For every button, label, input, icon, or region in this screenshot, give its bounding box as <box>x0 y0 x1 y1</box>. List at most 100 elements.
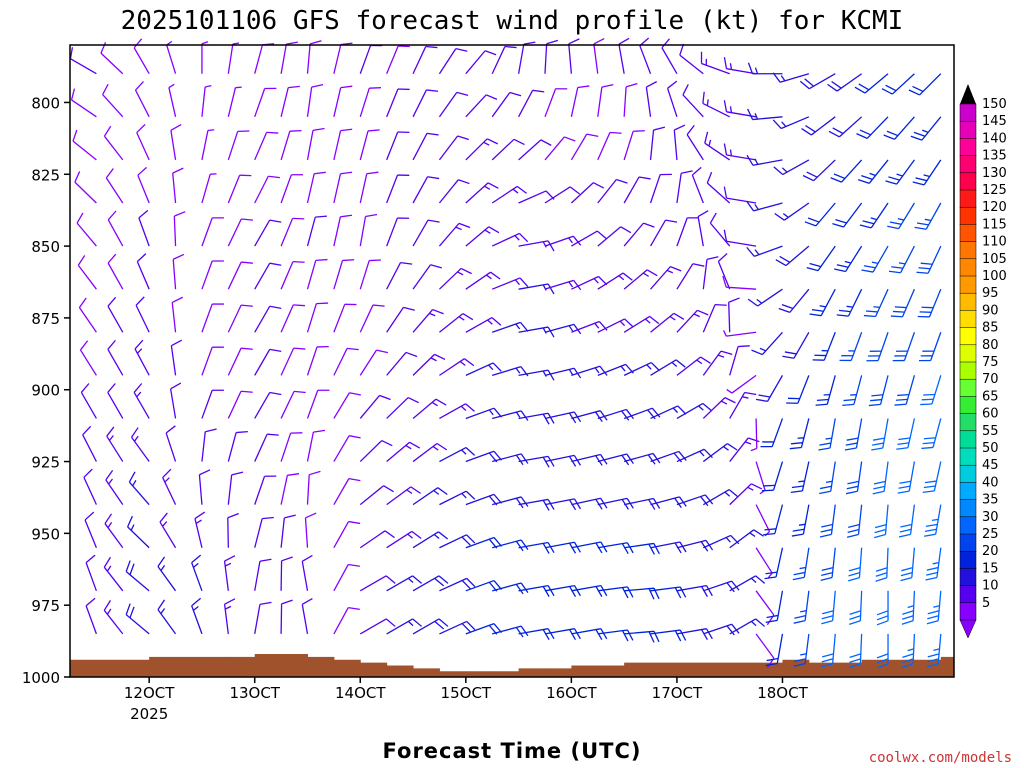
barb-flag <box>738 345 750 348</box>
barb-flag <box>135 296 145 306</box>
x-axis-label: Forecast Time (UTC) <box>383 739 642 763</box>
barb-flag <box>172 253 185 260</box>
barb-half-flag <box>488 409 494 416</box>
barb-staff <box>254 305 271 333</box>
barb-half-flag <box>594 322 600 329</box>
barb-staff <box>726 197 757 204</box>
wind-barb <box>623 82 638 117</box>
barb-half-flag <box>205 85 212 88</box>
barb-flag <box>609 131 622 134</box>
wind-barb <box>926 633 942 668</box>
wind-barb <box>570 182 605 204</box>
barb-staff <box>306 303 317 333</box>
barb-flag <box>412 618 423 627</box>
barb-staff <box>254 561 261 591</box>
barb-flag <box>595 455 603 466</box>
colorbar-label: 30 <box>982 510 999 525</box>
wind-barb <box>544 541 581 554</box>
barb-flag <box>466 621 476 631</box>
barb-staff <box>728 302 731 333</box>
barb-flag <box>129 563 135 575</box>
barb-flag <box>876 663 889 669</box>
wind-barb <box>359 87 382 118</box>
barb-flag <box>895 398 908 401</box>
barb-flag <box>804 221 817 227</box>
y-tick-label: 1000 <box>22 669 60 687</box>
barb-half-flag <box>514 235 520 241</box>
barb-flag <box>461 623 471 633</box>
barb-flag <box>731 623 740 634</box>
wind-barb <box>227 304 253 333</box>
barb-flag <box>848 567 861 572</box>
barb-flag <box>569 586 577 597</box>
wind-barb <box>650 312 685 333</box>
x-tick-label: 14OCT <box>335 684 386 702</box>
wind-barb <box>544 628 581 641</box>
barb-flag <box>577 85 590 89</box>
wind-barb <box>723 186 757 204</box>
barb-flag <box>569 186 580 195</box>
credit-text: coolwx.com/models <box>869 750 1012 766</box>
barb-flag <box>465 403 475 412</box>
barb-flag <box>458 222 471 229</box>
barb-flag <box>888 176 900 181</box>
wind-barb <box>171 296 184 333</box>
barb-flag <box>697 210 709 218</box>
barb-flag <box>871 394 884 397</box>
barb-flag <box>384 530 395 539</box>
barb-staff <box>359 349 377 376</box>
barb-flag <box>340 214 353 218</box>
terrain-segment <box>96 659 124 677</box>
wind-barb <box>859 202 889 229</box>
barb-flag <box>385 618 396 627</box>
barb-staff <box>134 89 150 118</box>
barb-flag <box>646 269 658 277</box>
wind-barb <box>901 633 916 669</box>
barb-staff <box>386 88 399 118</box>
barb-staff <box>624 497 654 506</box>
barb-flag <box>790 490 803 494</box>
barb-flag <box>848 523 860 528</box>
barb-staff <box>412 219 429 247</box>
wind-barb <box>597 272 633 290</box>
wind-barb <box>821 633 836 668</box>
barb-flag <box>726 443 738 451</box>
wind-barb <box>412 618 449 635</box>
barb-flag <box>849 658 861 664</box>
wind-barb <box>702 397 736 419</box>
barb-flag <box>492 362 502 372</box>
barb-flag <box>900 523 912 528</box>
barb-half-flag <box>224 562 232 567</box>
wind-barb <box>861 245 889 273</box>
barb-staff <box>676 263 694 290</box>
barb-flag <box>595 629 603 641</box>
barb-staff <box>107 305 124 333</box>
barb-flag <box>301 597 313 605</box>
barb-flag <box>487 182 499 189</box>
barb-flag <box>72 129 78 142</box>
barb-staff <box>70 58 97 75</box>
barb-staff <box>100 52 124 75</box>
wind-barb <box>792 547 810 581</box>
barb-flag <box>281 599 293 605</box>
barb-flag <box>572 235 582 246</box>
barb-flag <box>624 318 634 328</box>
barb-staff <box>280 432 292 462</box>
plot-background <box>70 45 954 677</box>
barb-staff <box>254 262 271 290</box>
barb-flag <box>438 531 449 540</box>
barb-flag <box>921 398 934 401</box>
wind-barb <box>676 584 713 597</box>
barb-flag <box>755 575 766 584</box>
barb-flag <box>520 539 529 550</box>
barb-half-flag <box>846 305 853 308</box>
barb-half-flag <box>515 323 521 330</box>
barb-staff <box>755 418 758 449</box>
barb-flag <box>621 543 629 555</box>
wind-barb <box>597 629 634 642</box>
wind-barb <box>280 260 305 290</box>
barb-flag <box>269 305 282 309</box>
barb-flag <box>547 456 555 467</box>
barb-staff <box>71 99 97 118</box>
wind-barb <box>301 554 313 591</box>
